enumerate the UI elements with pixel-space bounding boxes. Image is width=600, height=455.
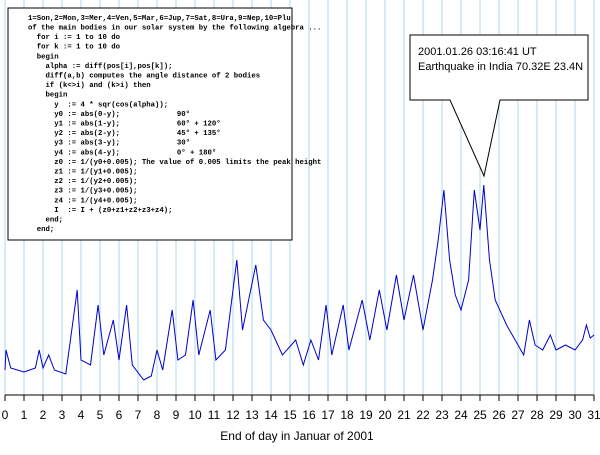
x-tick-label: 24 [454,408,468,422]
x-axis-label: End of day in Januar of 2001 [220,429,374,443]
code-line: z2 := 1/(y2+0.005); [28,178,137,186]
x-tick-label: 7 [135,408,142,422]
code-line: y := 4 * sqr(cos(alpha)); [28,101,168,109]
x-tick-label: 30 [568,408,582,422]
x-tick-label: 20 [378,408,392,422]
code-line: z4 := 1/(y4+0.005); [28,197,137,205]
code-line: if (k<>i) and (k>i) then [28,82,151,90]
code-line: y2 := abs(2-y); 45° + 135° [28,129,221,138]
code-line: for k := 1 to 10 do [28,44,121,52]
x-tick-label: 21 [397,408,411,422]
x-tick-label: 8 [154,408,161,422]
x-tick-label: 6 [116,408,123,422]
x-tick-label: 23 [435,408,449,422]
plot [4,184,595,381]
code-line: y1 := abs(1-y); 60° + 120° [28,120,221,129]
code-line: y0 := abs(0-y); 90° [28,110,190,119]
x-tick-label: 29 [549,408,563,422]
x-tick-label: 18 [340,408,354,422]
x-tick-label: 5 [97,408,104,422]
code-line: end; [28,226,54,234]
x-tick-label: 1 [21,408,28,422]
code-line: 1=Son,2=Mon,3=Mer,4=Ven,5=Mar,6=Jup,7=Sa… [28,15,291,23]
x-tick-label: 25 [473,408,487,422]
x-tick-label: 28 [530,408,544,422]
code-box [7,7,293,241]
code-line: y4 := abs(4-y); 0° + 180° [28,148,216,157]
code-line: z1 := 1/(y1+0.005); [28,169,137,177]
code-line: for i := 1 to 10 do [28,34,121,42]
callout-box [409,34,589,178]
x-tick-label: 16 [302,408,316,422]
x-tick-label: 17 [321,408,335,422]
x-tick-label: 10 [188,408,202,422]
x-tick-label: 15 [283,408,297,422]
x-tick-label: 19 [359,408,373,422]
code-line: end; [28,217,63,225]
code-line: z0 := 1/(y0+0.005); The value of 0.005 l… [28,159,321,167]
code-line: I := I + (z0+z1+z2+z3+z4); [28,207,173,215]
code-line: z3 := 1/(y3+0.005); [28,188,137,196]
code-line: begin [28,53,59,61]
code-line: alpha := diff(pos[i],pos[k]); [28,63,173,71]
code-line: y3 := abs(3-y); 30° [28,139,190,148]
x-tick-label: 0 [2,408,9,422]
annotation-text: Earthquake in India 70.32E 23.4N [418,61,583,73]
data-line [4,184,595,381]
x-tick-label: 14 [264,408,278,422]
annotation-text: 2001.01.26 03:16:41 UT [418,46,537,58]
code-line: of the main bodies in our solar system b… [28,25,321,33]
x-tick-label: 27 [511,408,525,422]
x-tick-label: 26 [492,408,506,422]
x-tick-label: 9 [173,408,180,422]
x-tick-label: 12 [226,408,240,422]
x-tick-label: 22 [416,408,430,422]
x-tick-label: 4 [78,408,85,422]
x-tick-label: 2 [40,408,47,422]
code-line: diff(a,b) computes the angle distance of… [28,73,260,81]
x-tick-label: 3 [59,408,66,422]
x-tick-label: 13 [245,408,259,422]
x-tick-label: 11 [208,408,221,422]
overlays: 1=Son,2=Mon,3=Mer,4=Ven,5=Mar,6=Jup,7=Sa… [7,7,589,241]
x-tick-label: 31 [587,408,600,422]
code-line: begin [28,92,67,100]
